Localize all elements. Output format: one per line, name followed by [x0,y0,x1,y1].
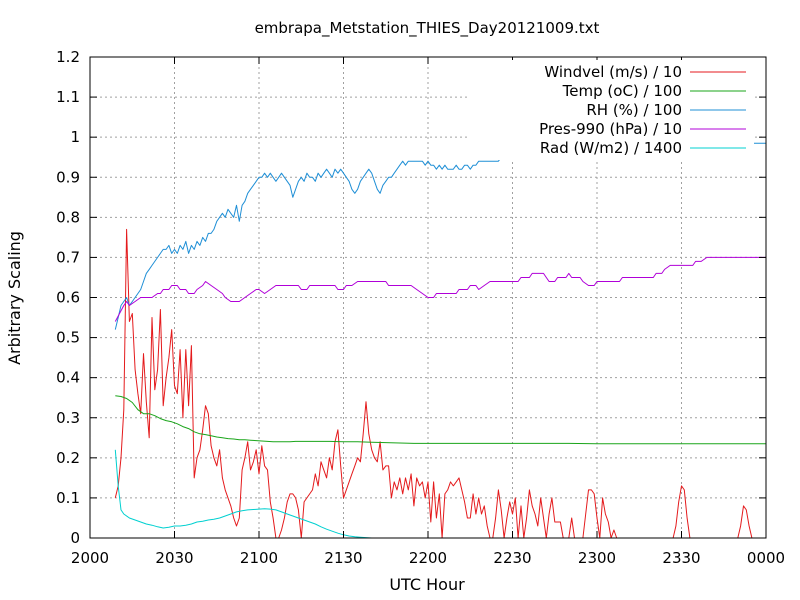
y-tick-label: 1.1 [56,88,80,106]
x-tick-label: 2030 [155,549,193,567]
legend-label-rad-w-m2-1400: Rad (W/m2) / 1400 [540,139,682,157]
y-tick-label: 0.6 [56,289,80,307]
y-axis-label: Arbitrary Scaling [5,231,24,365]
legend-label-pres-990-hpa-10: Pres-990 (hPa) / 10 [539,120,682,138]
y-tick-label: 1 [70,128,80,146]
y-tick-label: 0.2 [56,449,80,467]
y-tick-label: 0 [70,529,80,547]
x-tick-label: 2300 [578,549,616,567]
y-tick-label: 0.8 [56,208,80,226]
legend-label-windvel-m-s-10: Windvel (m/s) / 10 [544,63,682,81]
x-tick-label: 2230 [493,549,531,567]
y-tick-label: 1.2 [56,48,80,66]
axis-ticks: 0 0.1 0.2 0.3 0.4 0.5 0.6 0.7 0.8 0.9 1 1.1 1.2 2000 2… [56,48,785,567]
x-tick-label: 2100 [240,549,278,567]
y-tick-label: 0.9 [56,168,80,186]
grid-lines [90,57,766,538]
y-tick-label: 0.4 [56,369,80,387]
y-tick-label: 0.5 [56,329,80,347]
x-tick-label: 0000 [747,549,785,567]
legend-label-temp-oc-100: Temp (oC) / 100 [562,82,682,100]
x-tick-label: 2000 [71,549,109,567]
x-tick-label: 2130 [324,549,362,567]
y-tick-label: 0.3 [56,409,80,427]
x-tick-label: 2200 [409,549,447,567]
y-tick-label: 0.7 [56,248,80,266]
legend-label-rh-100: RH (%) / 100 [586,101,682,119]
x-axis-label: UTC Hour [389,575,465,594]
series-line-rad-w-m2-1400 [114,449,400,539]
y-tick-label: 0.1 [56,489,80,507]
series-line-temp-oc-100 [115,395,766,445]
x-tick-label: 2330 [662,549,700,567]
chart-title: embrapa_Metstation_THIES_Day20121009.txt [255,19,600,38]
series-line-pres-990-hpa-10 [114,256,766,322]
